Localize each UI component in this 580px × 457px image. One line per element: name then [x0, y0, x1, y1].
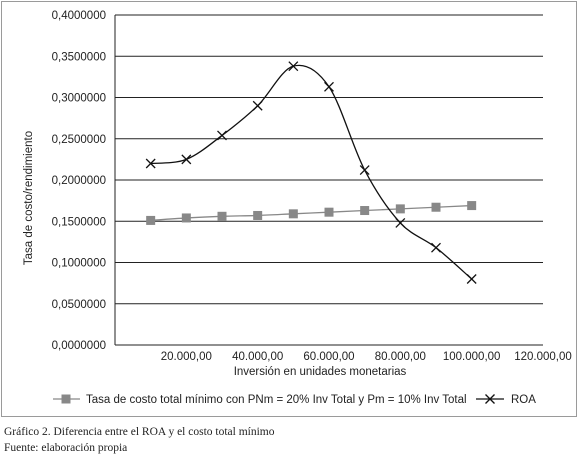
- chart-frame: [1, 1, 577, 417]
- figure-caption: Gráfico 2. Diferencia entre el ROA y el …: [4, 426, 275, 438]
- y-tick-label: 0,2500000: [52, 134, 106, 146]
- data-point-series-1: [360, 206, 370, 216]
- legend: Tasa de costo total mínimo con PNm = 20%…: [53, 394, 536, 406]
- grid-lines: [114, 14, 543, 346]
- data-point-series-2: [395, 217, 406, 228]
- data-point-series-2: [431, 242, 441, 253]
- y-tick-label: 0,0000000: [52, 340, 106, 352]
- data-point-series-1: [253, 210, 263, 220]
- series-line-1: [150, 204, 472, 222]
- legend-label-2: ROA: [511, 394, 536, 406]
- x-tick-label: 100.000,00: [443, 351, 501, 363]
- x-tick-label: 80.000,00: [375, 351, 426, 363]
- data-point-series-2: [252, 100, 263, 111]
- y-tick-label: 0,4000000: [52, 10, 106, 22]
- x-tick-label: 20.000,00: [161, 351, 212, 363]
- y-tick-label: 0,3500000: [52, 51, 106, 63]
- x-tick-label: 120.000,00: [514, 351, 572, 363]
- data-point-series-1: [467, 201, 477, 211]
- data-point-series-2: [217, 130, 227, 141]
- y-axis-ticks: 0,0000000 0,0500000 0,1000000 0,1500000 0,20…: [52, 10, 106, 352]
- x-axis-ticks: 20.000,00 40.000,00 60.000,00 80.000,00 100.…: [161, 351, 572, 363]
- data-point-series-2: [145, 158, 156, 169]
- data-point-series-2: [359, 165, 370, 176]
- data-point-series-1: [431, 202, 441, 212]
- data-point-series-1: [217, 211, 227, 221]
- y-tick-label: 0,1000000: [52, 258, 106, 270]
- line-chart: 0,0000000 0,0500000 0,1000000 0,1500000 0,20…: [23, 10, 572, 406]
- x-tick-label: 40.000,00: [232, 351, 283, 363]
- y-tick-label: 0,2000000: [52, 175, 106, 187]
- y-axis-label: Tasa de costo/rendimiento: [23, 131, 35, 265]
- data-point-series-1: [288, 209, 298, 219]
- legend-marker-2: [485, 394, 495, 404]
- series-group: [145, 61, 477, 284]
- data-point-series-2: [466, 274, 477, 284]
- data-point-series-2: [288, 61, 299, 72]
- x-tick-label: 60.000,00: [303, 351, 354, 363]
- source-caption: Fuente: elaboración propia: [4, 442, 128, 454]
- data-point-series-1: [181, 213, 191, 223]
- data-point-series-1: [395, 204, 405, 214]
- legend-marker-1: [61, 394, 71, 404]
- data-point-series-2: [181, 154, 192, 165]
- data-point-series-1: [324, 207, 334, 217]
- series-line-2: [150, 64, 473, 280]
- data-point-series-2: [324, 81, 334, 92]
- data-point-series-1: [146, 215, 156, 225]
- y-tick-label: 0,1500000: [52, 216, 106, 228]
- y-tick-label: 0,3000000: [52, 93, 106, 105]
- x-axis-label: Inversión en unidades monetarias: [234, 366, 407, 378]
- legend-label-1: Tasa de costo total mínimo con PNm = 20%…: [86, 394, 467, 406]
- y-tick-label: 0,0500000: [52, 299, 106, 311]
